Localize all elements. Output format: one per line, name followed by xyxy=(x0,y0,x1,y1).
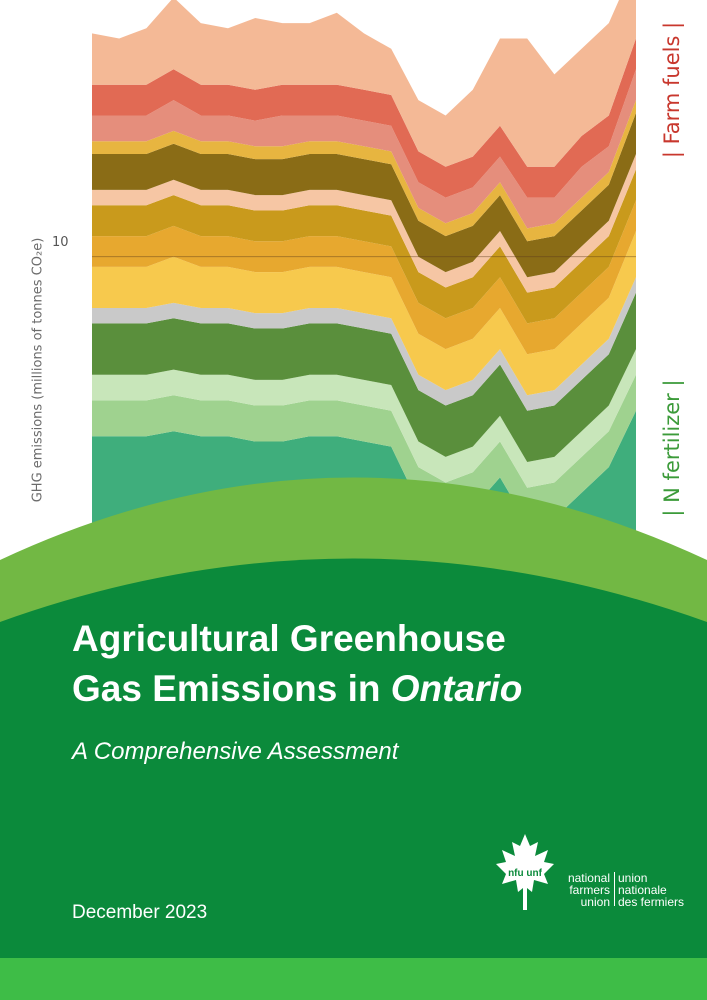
area-layer-9 xyxy=(92,112,636,278)
nfu-logo: nfu unf national farmers union union nat… xyxy=(494,832,694,912)
logo-name-fr-line-2: nationale xyxy=(618,883,667,897)
title-line-1: Agricultural Greenhouse xyxy=(72,618,506,659)
area-layer-7 xyxy=(92,169,636,324)
area-layer-13 xyxy=(92,0,636,167)
title-line-2-italic: Ontario xyxy=(390,668,523,709)
area-layer-1 xyxy=(92,374,636,524)
title-line-2-prefix: Gas Emissions in xyxy=(72,668,391,709)
area-layer-6 xyxy=(92,200,636,355)
logo-divider xyxy=(614,872,615,906)
y-tick-label: 10 xyxy=(52,235,69,250)
report-date: December 2023 xyxy=(72,902,208,923)
area-layer-4 xyxy=(92,277,636,411)
area-layer-2 xyxy=(92,349,636,488)
logo-name-en-line-3: union xyxy=(580,895,610,909)
bottom-accent-bar xyxy=(0,958,707,1000)
area-layer-3 xyxy=(92,292,636,462)
logo-name-en-line-2: farmers xyxy=(569,883,610,897)
area-layer-12 xyxy=(92,38,636,198)
logo-name-fr: union nationale des fermiers xyxy=(618,872,684,908)
area-layer-5 xyxy=(92,231,636,396)
report-title: Agricultural Greenhouse Gas Emissions in… xyxy=(72,614,672,714)
logo-name-fr-line-3: des fermiers xyxy=(618,895,685,909)
logo-name-en: national farmers union xyxy=(562,872,610,908)
logo-mark-text: nfu unf xyxy=(508,868,543,879)
report-subtitle: A Comprehensive Assessment xyxy=(72,738,399,765)
maple-leaf-icon: nfu unf xyxy=(496,834,554,910)
logo-name-fr-line-1: union xyxy=(618,871,648,885)
logo-name-en-line-1: national xyxy=(567,871,610,885)
